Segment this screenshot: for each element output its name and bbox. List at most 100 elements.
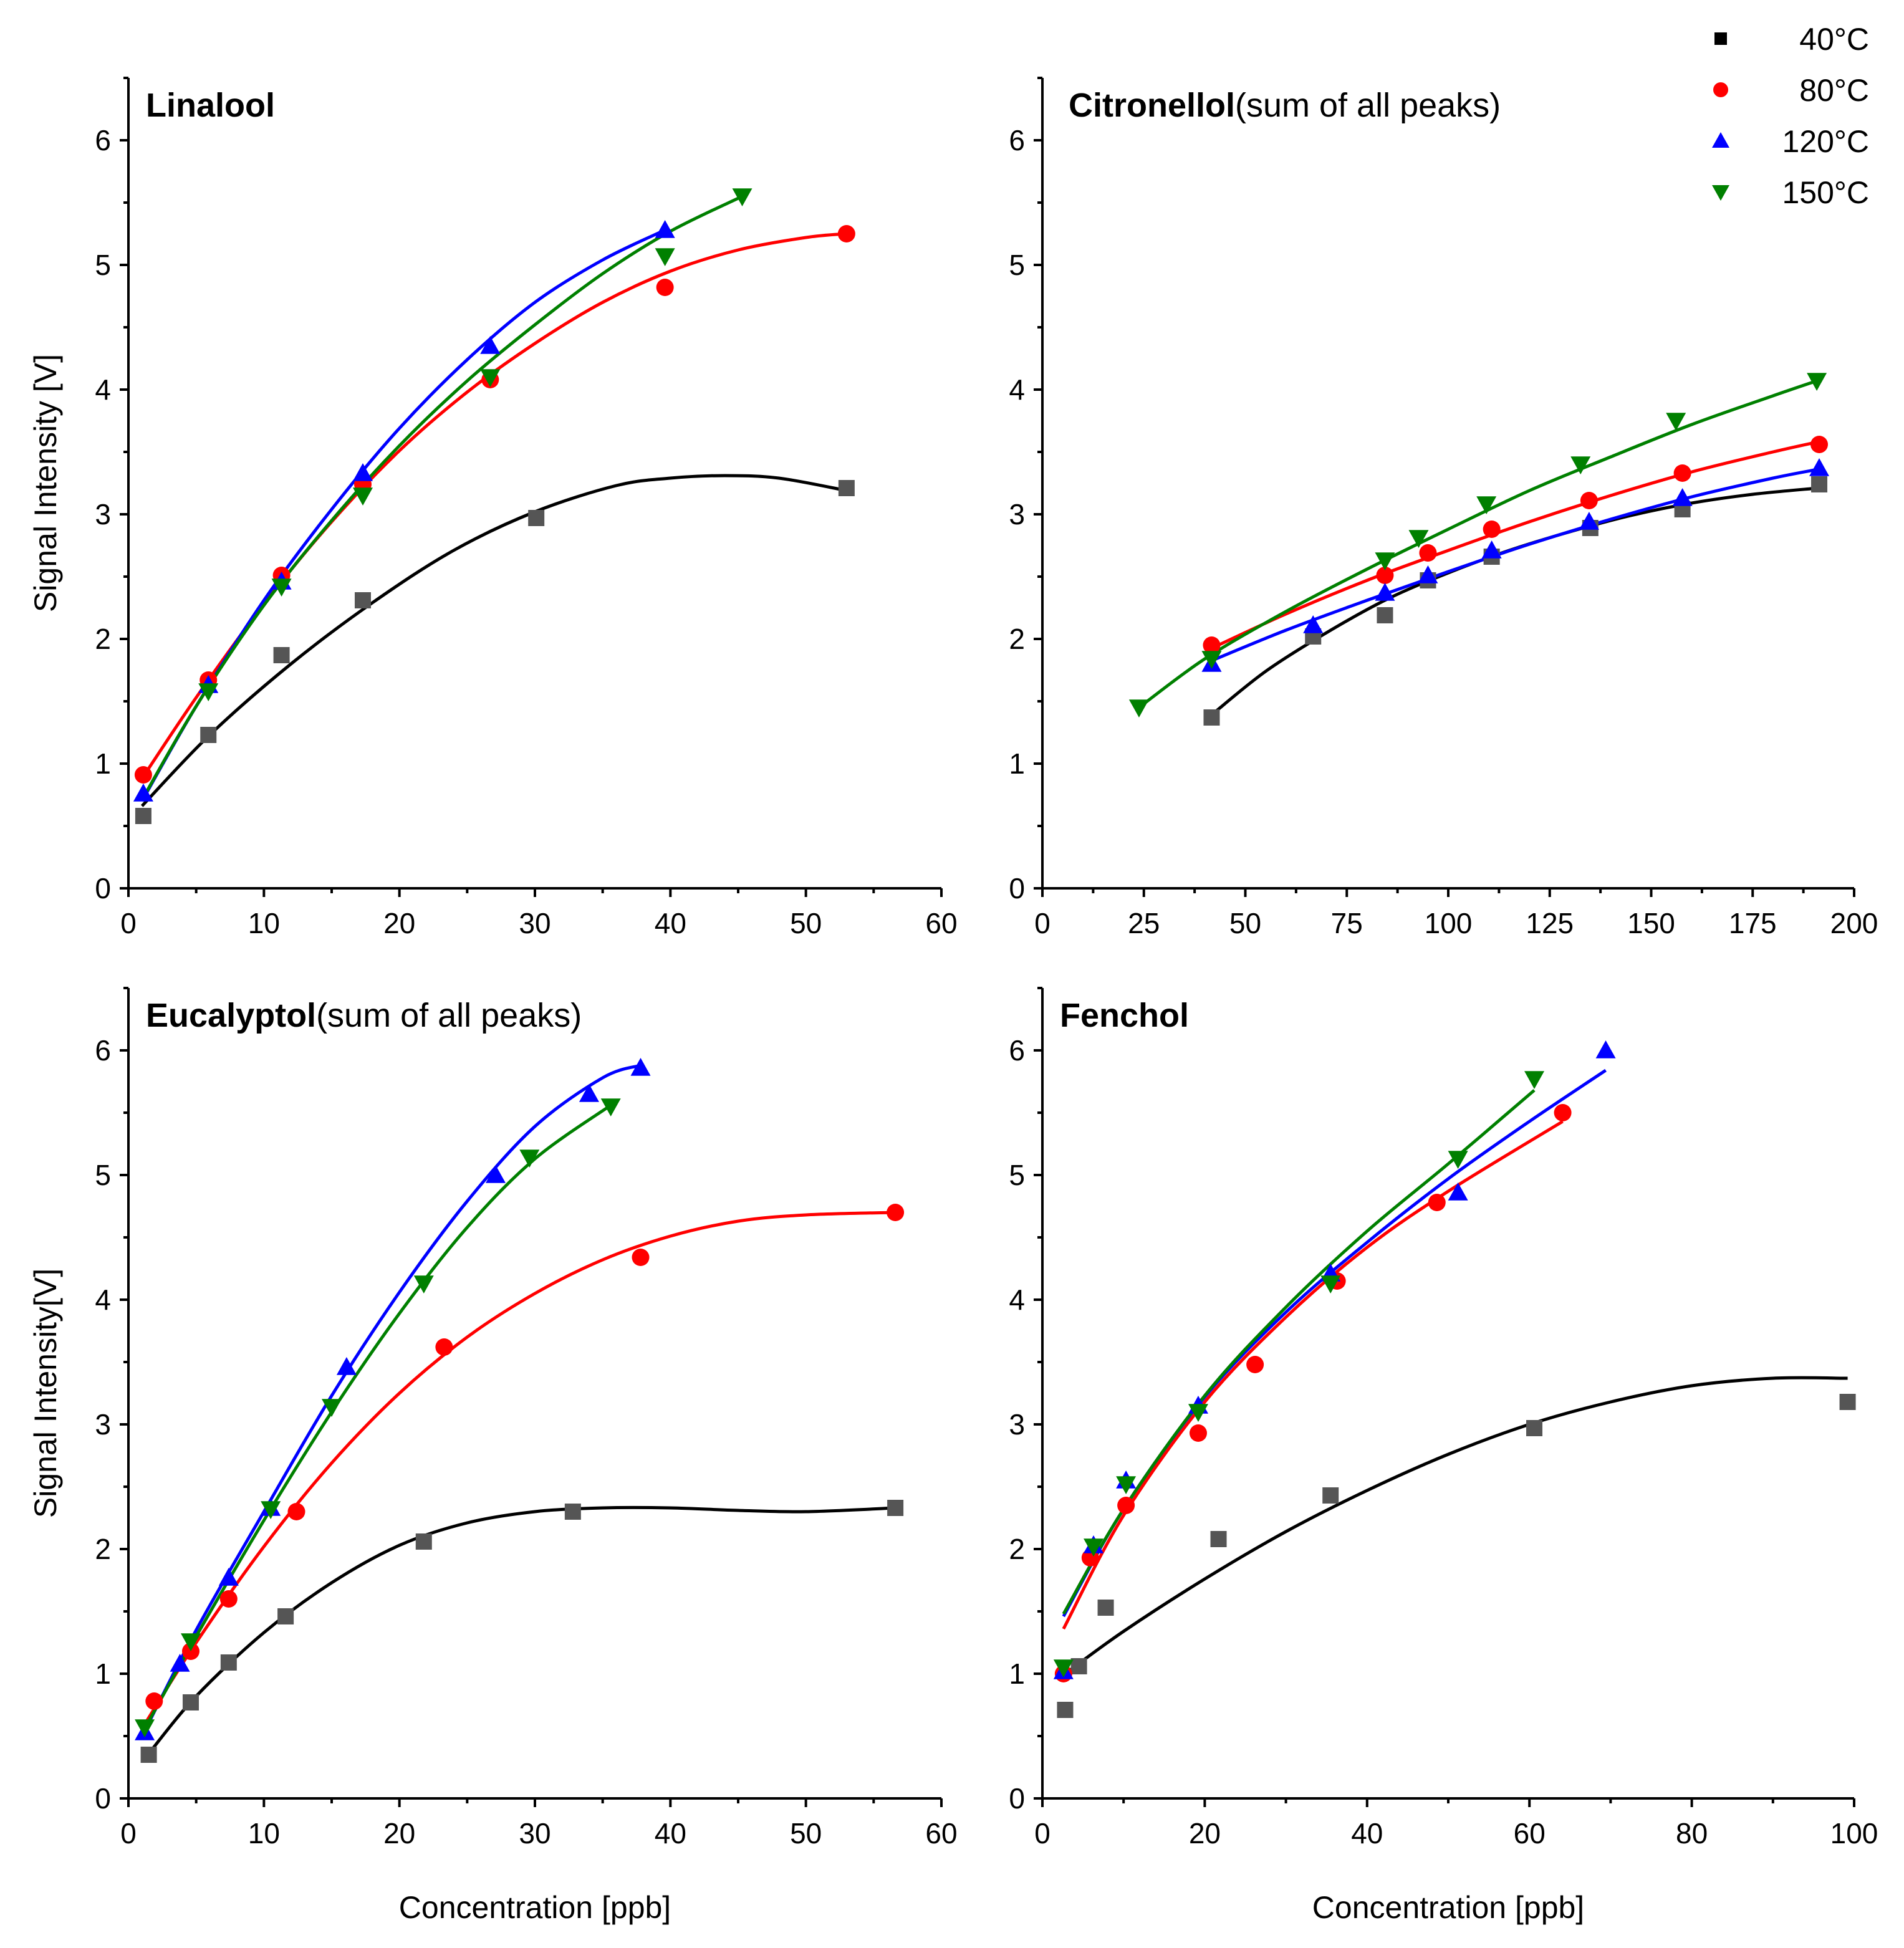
legend-item-80c: 80°C [1713, 73, 1869, 108]
y-axis-label: Signal Intensity [V] [28, 354, 63, 612]
legend-label: 150°C [1782, 175, 1869, 210]
data-point-40c [838, 480, 855, 496]
x-tick-label: 75 [1331, 907, 1363, 939]
data-point-120c [480, 336, 501, 354]
data-point-150c [1448, 1151, 1468, 1169]
data-point-80c [837, 225, 855, 242]
y-tick-label: 5 [1009, 1159, 1025, 1191]
data-point-150c [322, 1399, 342, 1417]
panel-title-name: Linalool [146, 87, 275, 124]
data-point-150c [1128, 699, 1149, 717]
x-tick-label: 30 [519, 907, 551, 939]
legend-label: 80°C [1799, 73, 1869, 108]
legend-marker [1714, 32, 1727, 45]
data-point-40c [528, 510, 545, 526]
fit-line-150c [140, 194, 743, 801]
x-tick-label: 80 [1676, 1817, 1708, 1850]
y-tick-label: 2 [1009, 623, 1025, 655]
series-40c [1203, 476, 1828, 726]
y-tick-label: 1 [95, 1658, 111, 1690]
fit-line-150c [1138, 379, 1817, 709]
data-point-80c [1554, 1104, 1572, 1121]
y-tick-label: 3 [95, 1408, 111, 1441]
x-tick-label: 50 [790, 907, 822, 939]
panel-title: Linalool [146, 87, 275, 124]
data-point-80c [1419, 544, 1437, 562]
data-point-120c [579, 1084, 599, 1102]
x-tick-label: 100 [1425, 907, 1473, 939]
panel-citronellol: 0 1 2 3 4 5 6 0 25 50 75 100 125 150 175 200 Citronellol… [1009, 77, 1878, 939]
data-point-150c [271, 578, 292, 597]
data-point-120c [1481, 540, 1502, 559]
data-point-80c [1189, 1424, 1207, 1442]
y-axis-label: Signal Intensity[V] [28, 1269, 63, 1518]
data-point-120c [218, 1568, 239, 1586]
y-tick-label: 3 [1009, 1408, 1025, 1441]
data-point-40c [1322, 1487, 1339, 1504]
x-axis-label: Concentration [ppb] [1312, 1890, 1584, 1925]
data-point-80c [887, 1204, 905, 1221]
x-tick-label: 0 [120, 1817, 137, 1850]
x-tick-label: 100 [1830, 1817, 1878, 1850]
y-tick-label: 0 [95, 872, 111, 904]
legend-item-120c: 120°C [1712, 124, 1869, 159]
data-point-40c [1377, 607, 1393, 623]
data-point-40c [140, 1747, 157, 1763]
x-tick-label: 40 [655, 1817, 686, 1850]
x-tick-label: 25 [1128, 907, 1160, 939]
data-point-150c [1375, 552, 1395, 570]
x-tick-label: 60 [925, 1817, 957, 1850]
data-point-120c [485, 1165, 506, 1183]
data-point-80c [435, 1338, 453, 1356]
data-point-80c [134, 766, 152, 784]
data-point-40c [273, 647, 290, 663]
x-tick-label: 60 [1514, 1817, 1546, 1850]
data-point-150c [180, 1633, 201, 1651]
fit-line-120c [1212, 468, 1818, 662]
data-point-80c [656, 279, 674, 296]
data-point-80c [1246, 1356, 1264, 1373]
series-80c [1203, 436, 1829, 654]
data-point-40c [200, 727, 217, 743]
x-tick-label: 20 [383, 1817, 415, 1850]
data-point-40c [564, 1504, 581, 1520]
y-tick-label: 0 [1009, 1782, 1025, 1815]
data-point-150c [1320, 1275, 1341, 1293]
fit-line-80c [1062, 1120, 1564, 1630]
data-point-120c [1375, 583, 1395, 601]
y-tick-label: 6 [1009, 1034, 1025, 1067]
data-point-40c [354, 592, 371, 608]
series-40c [1057, 1394, 1856, 1718]
data-point-120c [1672, 488, 1693, 506]
data-point-40c [1526, 1420, 1543, 1436]
data-point-80c [632, 1249, 650, 1266]
data-point-40c [1210, 1531, 1227, 1547]
panel-title: Eucalyptol(sum of all peaks) [146, 997, 582, 1034]
fit-line-40c [147, 1505, 896, 1755]
y-tick-label: 4 [95, 373, 111, 406]
data-point-40c [1203, 709, 1220, 726]
data-point-150c [135, 1719, 155, 1737]
data-point-120c [1809, 458, 1830, 476]
series-120c [1053, 1040, 1616, 1679]
panel-title-subtitle: (sum of all peaks) [316, 997, 582, 1034]
data-point-150c [732, 188, 752, 206]
data-point-150c [1476, 496, 1497, 514]
data-point-80c [1580, 492, 1598, 509]
panel-title: Citronellol(sum of all peaks) [1069, 87, 1501, 124]
data-point-120c [1448, 1183, 1468, 1201]
data-point-80c [1203, 636, 1221, 654]
data-point-40c [1070, 1658, 1087, 1674]
x-tick-label: 40 [1351, 1817, 1383, 1850]
x-tick-label: 0 [1034, 907, 1051, 939]
data-point-120c [1595, 1040, 1616, 1058]
legend-label: 40°C [1799, 22, 1869, 57]
x-tick-label: 40 [655, 907, 686, 939]
series-150c [1128, 373, 1827, 717]
x-tick-label: 0 [120, 907, 137, 939]
legend-marker [1712, 185, 1729, 201]
data-point-40c [1811, 476, 1828, 492]
panel-title-name: Eucalyptol [146, 997, 316, 1034]
